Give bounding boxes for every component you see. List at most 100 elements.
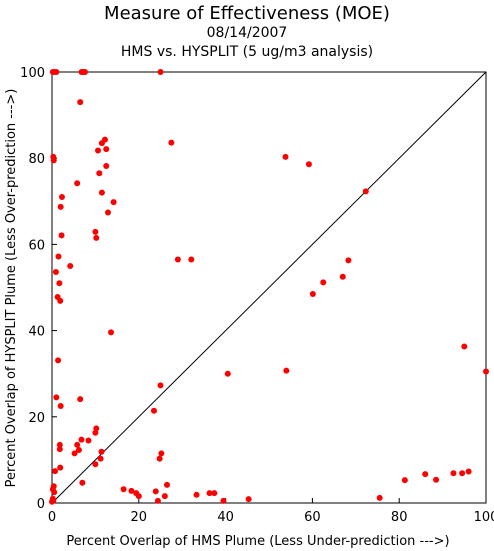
data-point (104, 209, 111, 216)
data-point (51, 489, 58, 496)
data-point (188, 256, 195, 263)
x-tick-label: 20 (131, 510, 148, 525)
data-point (152, 488, 159, 495)
data-point (282, 153, 289, 160)
data-point (345, 257, 352, 264)
data-point (96, 170, 103, 177)
data-point (55, 357, 62, 364)
x-axis: 0 20 40 60 80 100 (48, 498, 494, 525)
data-point (67, 262, 74, 269)
plot-frame (51, 71, 487, 504)
data-point (461, 343, 468, 350)
x-axis-label: Percent Overlap of HMS Plume (Less Under… (66, 534, 449, 549)
data-point (77, 99, 84, 106)
data-point (157, 382, 164, 389)
y-axis: 0 20 40 60 80 100 (20, 66, 57, 512)
data-point (339, 273, 346, 280)
data-point (376, 494, 383, 501)
y-tick-label: 40 (28, 325, 45, 340)
data-point (150, 407, 157, 414)
x-tick-label: 80 (391, 510, 408, 525)
data-point (98, 140, 105, 147)
data-point (79, 479, 86, 486)
data-point (161, 493, 168, 500)
data-point (57, 297, 64, 304)
data-point (422, 471, 429, 478)
x-tick-label: 60 (304, 510, 321, 525)
data-point (50, 497, 57, 504)
x-tick-label: 0 (48, 510, 56, 525)
data-point (168, 139, 175, 146)
data-point (465, 468, 472, 475)
data-point (283, 367, 290, 374)
data-point (103, 162, 110, 169)
data-point (77, 396, 84, 403)
data-point (97, 455, 104, 462)
data-point (450, 470, 457, 477)
data-point (53, 394, 60, 401)
data-point (85, 437, 92, 444)
y-tick-label: 80 (28, 152, 45, 167)
reference-line-group (51, 71, 487, 504)
data-point (401, 477, 408, 484)
data-point (58, 193, 65, 200)
data-point (220, 497, 227, 504)
data-point (158, 450, 165, 457)
data-point (193, 491, 200, 498)
data-point (224, 370, 231, 377)
data-point (135, 493, 142, 500)
data-point (92, 228, 99, 235)
data-point (157, 69, 164, 75)
data-point (164, 481, 171, 488)
x-tick-label: 40 (217, 510, 234, 525)
data-point (128, 487, 135, 494)
y-axis-label: Percent Overlap of HYSPLIT Plume (Less O… (4, 89, 19, 488)
data-point (120, 486, 127, 493)
y-tick-label: 0 (37, 497, 45, 512)
y-tick-label: 60 (28, 238, 45, 253)
data-point (92, 461, 99, 468)
data-point (52, 268, 59, 275)
data-point (58, 232, 65, 239)
chart-subtitle: HMS vs. HYSPLIT (5 ug/m3 analysis) (121, 44, 373, 60)
data-point (309, 290, 316, 297)
data-points (49, 69, 489, 505)
data-point (57, 464, 64, 471)
data-point (154, 497, 161, 504)
data-point (56, 280, 63, 287)
data-point (56, 446, 63, 453)
data-point (75, 446, 82, 453)
data-point (305, 161, 312, 168)
data-point (459, 470, 466, 477)
data-point (78, 436, 85, 443)
data-point (211, 490, 218, 497)
data-point (52, 468, 59, 475)
data-point (108, 329, 115, 336)
chart-date: 08/14/2007 (207, 25, 288, 41)
data-point (92, 429, 99, 436)
data-point (320, 279, 327, 286)
data-point (110, 199, 117, 206)
data-point (245, 496, 252, 503)
data-point (362, 188, 369, 195)
reference-line (51, 71, 487, 504)
data-point (56, 441, 63, 448)
chart-title: Measure of Effectiveness (MOE) (104, 3, 390, 24)
y-tick-label: 100 (20, 66, 45, 81)
data-point (74, 180, 81, 187)
data-point (50, 157, 57, 164)
data-point (81, 69, 88, 75)
data-point (55, 253, 62, 260)
data-point (206, 490, 213, 497)
data-point (95, 147, 102, 154)
data-point (174, 256, 181, 263)
data-point (98, 189, 105, 196)
data-point (433, 476, 440, 483)
y-tick-label: 20 (28, 411, 45, 426)
data-point (103, 146, 110, 153)
x-tick-label: 100 (474, 510, 494, 525)
data-point (57, 403, 64, 410)
data-point (93, 234, 100, 241)
data-point (98, 448, 105, 455)
data-point (53, 69, 60, 75)
